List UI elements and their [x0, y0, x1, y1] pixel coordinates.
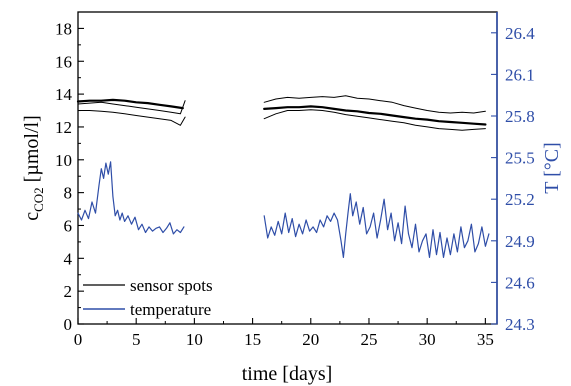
y-right-tick-label: 25.5 [505, 149, 535, 168]
x-tick-label: 10 [186, 330, 203, 349]
x-tick-label: 30 [419, 330, 436, 349]
y-right-tick-label: 25.8 [505, 107, 535, 126]
series-layer [76, 95, 490, 258]
x-tick-label: 5 [132, 330, 141, 349]
y-axis-right-label: T [°C] [541, 142, 563, 194]
legend: sensor spots temperature [83, 276, 213, 319]
y-left-tick-label: 6 [64, 216, 73, 235]
x-tick-label: 20 [302, 330, 319, 349]
x-tick-label: 25 [360, 330, 377, 349]
x-tick-label: 0 [74, 330, 83, 349]
legend-label-sensor: sensor spots [130, 276, 213, 295]
y-right-tick-label: 26.1 [505, 65, 535, 84]
y-left-tick-label: 10 [55, 151, 72, 170]
y-axis-right: 24.3 24.6 24.9 25.2 25.5 25.8 26.1 26.4 [491, 12, 535, 334]
y-axis-left-label-main: c [21, 212, 43, 221]
y-right-tick-label: 24.3 [505, 315, 535, 334]
y-left-tick-label: 8 [64, 184, 73, 203]
y-left-tick-label: 0 [64, 315, 73, 334]
sensor-spot-series-2-segment-0 [77, 110, 186, 126]
sensor-spot-series-0-segment-1 [263, 95, 486, 114]
y-left-tick-label: 16 [55, 52, 72, 71]
y-left-tick-label: 4 [64, 249, 73, 268]
y-right-tick-label: 25.2 [505, 190, 535, 209]
temperature-series-3-segment-0 [77, 161, 185, 235]
sensor-spot-series-1-segment-1 [263, 105, 487, 126]
x-tick-label: 15 [244, 330, 261, 349]
y-left-tick-label: 2 [64, 282, 73, 301]
legend-label-temperature: temperature [130, 300, 211, 319]
sensor-spot-series-0-segment-0 [77, 100, 186, 115]
sensor-spot-series-2-segment-1 [263, 109, 486, 131]
x-tick-label: 35 [477, 330, 494, 349]
y-axis-left-label: cCO2 [µmol/l] [21, 115, 46, 221]
temperature-series-3-segment-1 [263, 193, 490, 258]
sensor-spot-series-1-segment-0 [76, 98, 184, 110]
y-left-tick-label: 14 [55, 85, 73, 104]
y-right-tick-label: 24.6 [505, 273, 535, 292]
y-right-tick-label: 26.4 [505, 24, 535, 43]
x-axis-label: time [days] [242, 363, 333, 385]
x-axis: 0 5 10 15 20 25 30 35 [74, 318, 494, 349]
y-axis-left-label-unit: [µmol/l] [21, 115, 43, 187]
y-right-tick-label: 24.9 [505, 232, 535, 251]
y-axis-left-label-sub: CO2 [31, 187, 46, 212]
y-left-tick-label: 18 [55, 19, 72, 38]
y-left-tick-label: 12 [55, 118, 72, 137]
y-axis-left: 0 2 4 6 8 10 12 14 16 18 [55, 19, 84, 334]
